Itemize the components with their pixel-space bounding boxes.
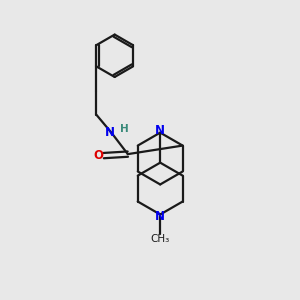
- Text: N: N: [105, 126, 115, 140]
- Text: O: O: [93, 149, 103, 162]
- Text: CH₃: CH₃: [151, 234, 170, 244]
- Text: N: N: [155, 124, 165, 137]
- Text: H: H: [120, 124, 128, 134]
- Text: N: N: [155, 210, 165, 223]
